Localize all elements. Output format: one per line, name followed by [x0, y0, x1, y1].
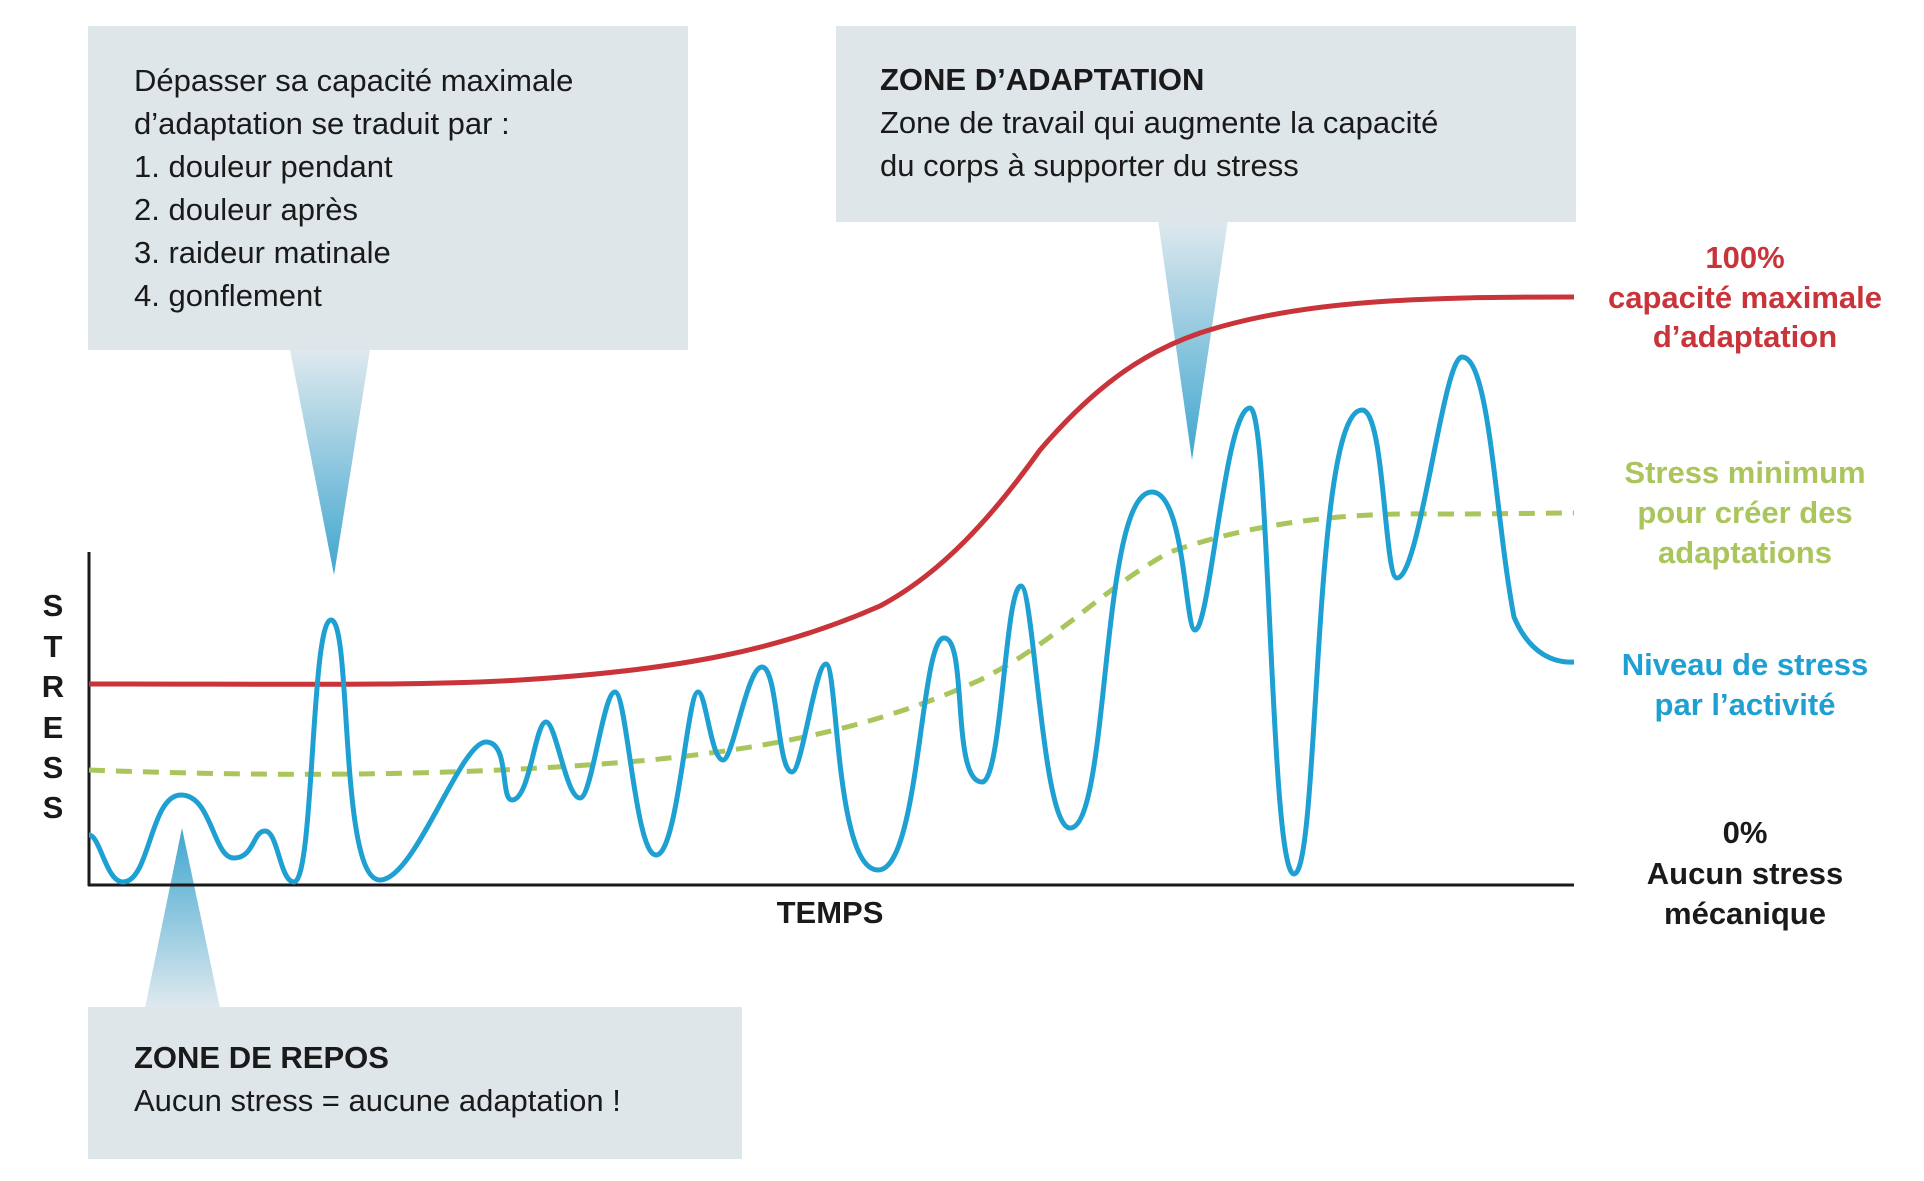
y-axis-letter-2: T: [44, 629, 63, 664]
y-axis-letter-4: E: [43, 710, 64, 745]
rest-callout-box: [88, 1007, 742, 1159]
overload-item-4: 4. gonflement: [134, 278, 322, 313]
minimum-legend-line-2: pour créer des: [1637, 495, 1852, 530]
zero-legend-line-2: Aucun stress: [1647, 856, 1843, 891]
zero-legend-line-3: mécanique: [1664, 896, 1826, 931]
overload-callout-box: [88, 26, 688, 350]
capacity-legend-line-3: d’adaptation: [1653, 319, 1837, 354]
y-axis-letter-1: S: [43, 588, 64, 623]
overload-callout-pointer: [290, 350, 370, 575]
overload-item-2: 2. douleur après: [134, 192, 358, 227]
overload-intro-line-1: Dépasser sa capacité maximale: [134, 63, 573, 98]
activity-legend-line-1: Niveau de stress: [1622, 647, 1868, 682]
capacity-legend-line-2: capacité maximale: [1608, 280, 1882, 315]
x-axis-label: TEMPS: [777, 895, 884, 930]
minimum-stress-curve: [88, 510, 1575, 777]
y-axis-letter-5: S: [43, 750, 64, 785]
capacity-legend-line-1: 100%: [1705, 240, 1784, 275]
adaptation-callout-line-1: Zone de travail qui augmente la capacité: [880, 105, 1438, 140]
zero-legend-line-1: 0%: [1723, 815, 1768, 850]
rest-callout-text: Aucun stress = aucune adaptation !: [134, 1083, 621, 1118]
overload-item-3: 3. raideur matinale: [134, 235, 391, 270]
y-axis-letter-6: S: [43, 790, 64, 825]
minimum-legend-line-3: adaptations: [1658, 535, 1832, 570]
activity-curve: [87, 354, 1575, 885]
adaptation-callout-title: ZONE D’ADAPTATION: [880, 62, 1204, 97]
overload-item-1: 1. douleur pendant: [134, 149, 393, 184]
overload-intro-line-2: d’adaptation se traduit par :: [134, 106, 510, 141]
activity-legend-line-2: par l’activité: [1655, 687, 1836, 722]
y-axis-letter-3: R: [42, 669, 64, 704]
minimum-legend-line-1: Stress minimum: [1624, 455, 1865, 490]
rest-callout-pointer: [145, 828, 220, 1008]
capacity-curve: [88, 294, 1575, 687]
adaptation-callout-box: [836, 26, 1576, 222]
rest-callout-title: ZONE DE REPOS: [134, 1040, 389, 1075]
adaptation-callout-pointer: [1158, 220, 1228, 460]
adaptation-callout-line-2: du corps à supporter du stress: [880, 148, 1299, 183]
